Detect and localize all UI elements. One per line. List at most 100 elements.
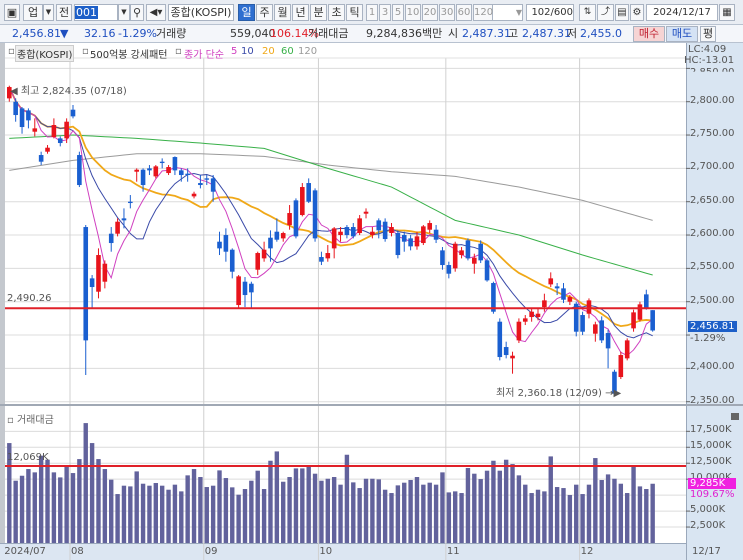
candle-body [542,300,547,308]
candle-body [344,227,350,236]
volume-bar [440,472,445,543]
volume-bar [159,485,165,543]
volume-bar [497,470,502,543]
legend-ma5: 5 [231,46,238,57]
interval-1-button[interactable]: 1 [366,4,378,21]
volume-bar [516,475,522,543]
market-dropdown[interactable]: 업 [23,4,43,21]
legend-marker-icon: ▫ [175,46,182,57]
date-field[interactable]: 2024/12/17 [646,4,718,21]
legend-ma60: 60 [281,46,294,57]
candle-body [26,110,31,121]
volume-bar [408,480,413,543]
candle-body [293,200,299,237]
candle-body [637,304,643,320]
period-5-button[interactable]: 초 [328,4,345,21]
x-axis [0,543,686,560]
candle-body [567,297,573,302]
volume-bar [102,469,108,543]
all-button[interactable]: 전 [56,4,72,21]
legend-pattern[interactable]: 500억봉 강세패턴 [90,50,168,61]
volume-bar [255,470,260,543]
volume-bar [281,481,286,543]
volume-bar [32,472,37,543]
chart-area[interactable] [0,43,743,560]
low-label: 저 [567,27,578,40]
interval-5-button[interactable]: 5 [392,4,404,21]
candle-body [223,235,229,252]
volume-bar [478,479,483,543]
code-input-value: 001 [75,6,98,19]
price-tick: 2,600.00 [690,228,735,240]
volume-title: ▫ 거래대금 [7,415,54,426]
volume-bar [599,480,604,543]
code-input[interactable]: 001 [74,4,118,21]
code-dropdown-icon[interactable]: ▼ [118,4,130,21]
candle-body [121,218,127,221]
search-icon[interactable]: ⚲ [130,4,144,21]
period-2-button[interactable]: 월 [274,4,291,21]
candle-body [178,170,184,176]
volume-bar [370,478,375,543]
trend-icon[interactable]: ⤴ [597,4,614,21]
amount-value: 9,284,836백만 [366,27,443,40]
candle-body [115,221,120,234]
period-4-button[interactable]: 분 [310,4,327,21]
candle-body [242,281,248,296]
volume-bar [382,489,388,543]
volume-bar [523,484,528,543]
volume-bar [472,473,477,543]
volume-bar [465,468,471,543]
candle-body [440,250,445,266]
low-annotation: 최저 2,360.18 (12/09) →▶ [496,388,622,399]
save-icon[interactable]: ▤ [615,4,629,21]
candle-body [644,294,649,309]
calendar-icon[interactable]: ▦ [719,4,735,21]
price-tick: 2,750.00 [690,128,735,140]
price-tick: 2,350.00 [690,394,735,406]
panel-collapse-icon[interactable] [731,413,739,420]
interval-30-button[interactable]: 30 [439,4,455,21]
candle-body [605,333,611,349]
candle-body [198,183,203,186]
candle-body [331,228,337,249]
buy-button[interactable]: 매수 [633,26,665,42]
interval-60-button[interactable]: 60 [456,4,472,21]
candle-body [465,240,471,259]
period-3-button[interactable]: 년 [292,4,309,21]
volume-bar [331,477,337,543]
period-1-button[interactable]: 주 [256,4,273,21]
sell-button[interactable]: 매도 [666,26,698,42]
candle-body [45,147,50,152]
speaker-icon[interactable]: ◀▾ [146,4,166,21]
volume-tick: 17,500K [690,424,732,436]
interval-3-button[interactable]: 3 [379,4,391,21]
legend-index-name[interactable]: 종합(KOSPI) [15,45,75,62]
price-tick: 2,850.00 [690,67,735,71]
chevron-down-icon[interactable]: ▼ [43,4,54,21]
interval-10-button[interactable]: 10 [405,4,421,21]
legend-ma-label[interactable]: 종가 단순 [184,50,224,61]
add-indicator-icon[interactable]: ⇅ [579,4,596,21]
candle-body [312,190,318,239]
volume-bar [242,489,248,543]
interval-120-button[interactable]: 120 [473,4,493,21]
period-6-button[interactable]: 틱 [346,4,363,21]
count-field[interactable]: 102/600 [526,4,574,21]
volume-bar [376,479,381,543]
candle-body [497,321,503,358]
down-arrow-icon: ▼ [60,27,69,40]
volume-bar [548,456,553,543]
candle-body [268,237,273,249]
hc-label: HC:-13.01 [684,55,735,66]
period-0-button[interactable]: 일 [238,4,255,21]
candle-body [548,278,554,285]
high-note: 최고 2,824.35 (07/18) [20,86,127,97]
interval-20-button[interactable]: 20 [422,4,438,21]
high-value: 2,487.31 [522,27,571,40]
volume-bar [185,475,190,543]
panel-toggle-icon[interactable]: ▣ [4,4,20,21]
avg-button[interactable]: 평 [700,26,716,42]
gear-icon[interactable]: ⚙ [630,4,644,21]
